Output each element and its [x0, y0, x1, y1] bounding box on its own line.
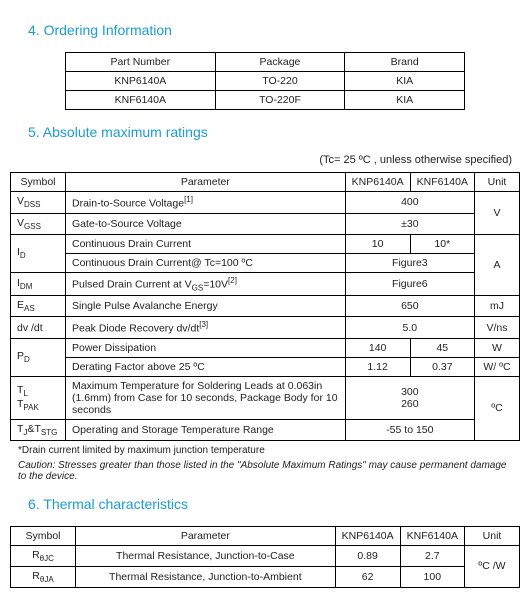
unit-cell: V/ns	[475, 317, 520, 339]
symbol-cell: TL TPAK	[11, 376, 66, 419]
table-row: VDSS Drain-to-Source Voltage[1] 400 V	[11, 192, 520, 214]
value-cell: 1.12	[345, 357, 410, 376]
unit-cell: V	[475, 192, 520, 235]
param-cell: Peak Diode Recovery dv/dt[3]	[66, 317, 346, 339]
param-cell: Operating and Storage Temperature Range	[66, 419, 346, 440]
table-header-row: Symbol Parameter KNP6140A KNF6140A Unit	[11, 526, 520, 545]
table-row: RθJA Thermal Resistance, Junction-to-Amb…	[11, 566, 520, 587]
table-row: TJ&TSTG Operating and Storage Temperatur…	[11, 419, 520, 440]
symbol-cell: TJ&TSTG	[11, 419, 66, 440]
col-unit: Unit	[475, 173, 520, 192]
value-cell: 400	[345, 192, 474, 214]
param-cell: Pulsed Drain Current at VGS=10V[2]	[66, 272, 346, 296]
value-cell: 0.37	[410, 357, 474, 376]
absmax-title: 5. Absolute maximum ratings	[28, 124, 522, 140]
cell: KIA	[345, 91, 465, 110]
thermal-title: 6. Thermal characteristics	[28, 496, 522, 512]
value-cell: Figure3	[345, 253, 474, 272]
unit-cell: A	[475, 234, 520, 296]
param-cell: Derating Factor above 25 ºC	[66, 357, 346, 376]
param-cell: Thermal Resistance, Junction-to-Ambient	[76, 566, 336, 587]
table-row: PD Power Dissipation 140 45 W	[11, 338, 520, 357]
param-cell: Continuous Drain Current@ Tc=100 ºC	[66, 253, 346, 272]
col-knf: KNF6140A	[410, 173, 474, 192]
col-parameter: Parameter	[66, 173, 346, 192]
col-knp: KNP6140A	[345, 173, 410, 192]
cell: TO-220F	[215, 91, 345, 110]
unit-cell: ºC	[475, 376, 520, 440]
symbol-cell: PD	[11, 338, 66, 376]
symbol-cell: RθJA	[11, 566, 76, 587]
table-row: ID Continuous Drain Current 10 10* A	[11, 234, 520, 253]
symbol-cell: ID	[11, 234, 66, 272]
value-cell: 300 260	[345, 376, 474, 419]
table-row: Continuous Drain Current@ Tc=100 ºC Figu…	[11, 253, 520, 272]
col-parameter: Parameter	[76, 526, 336, 545]
param-cell: Single Pulse Avalanche Energy	[66, 296, 346, 317]
symbol-cell: dv /dt	[11, 317, 66, 339]
unit-cell: ºC /W	[465, 545, 520, 587]
symbol-cell: VGSS	[11, 213, 66, 234]
footnote-drain: *Drain current limited by maximum juncti…	[18, 445, 512, 456]
cell: KNP6140A	[66, 72, 216, 91]
value-cell: 2.7	[400, 545, 464, 566]
symbol-cell: RθJC	[11, 545, 76, 566]
ordering-title: 4. Ordering Information	[28, 22, 522, 38]
col-unit: Unit	[465, 526, 520, 545]
col-symbol: Symbol	[11, 526, 76, 545]
value-cell: 10	[345, 234, 410, 253]
table-row: EAS Single Pulse Avalanche Energy 650 mJ	[11, 296, 520, 317]
table-row: IDM Pulsed Drain Current at VGS=10V[2] F…	[11, 272, 520, 296]
col-knp: KNP6140A	[335, 526, 400, 545]
param-cell: Drain-to-Source Voltage[1]	[66, 192, 346, 214]
value-cell: 650	[345, 296, 474, 317]
unit-cell: W	[475, 338, 520, 357]
col-brand: Brand	[345, 53, 465, 72]
col-knf: KNF6140A	[400, 526, 464, 545]
col-symbol: Symbol	[11, 173, 66, 192]
value-cell: 10*	[410, 234, 474, 253]
unit-cell: W/ ºC	[475, 357, 520, 376]
param-cell: Maximum Temperature for Soldering Leads …	[66, 376, 346, 419]
table-row: TL TPAK Maximum Temperature for Solderin…	[11, 376, 520, 419]
ordering-table: Part Number Package Brand KNP6140A TO-22…	[65, 52, 465, 110]
table-row: KNP6140A TO-220 KIA	[66, 72, 465, 91]
param-cell: Gate-to-Source Voltage	[66, 213, 346, 234]
absmax-table: Symbol Parameter KNP6140A KNF6140A Unit …	[10, 172, 520, 441]
table-row: dv /dt Peak Diode Recovery dv/dt[3] 5.0 …	[11, 317, 520, 339]
cell: KNF6140A	[66, 91, 216, 110]
col-part-number: Part Number	[66, 53, 216, 72]
table-row: Derating Factor above 25 ºC 1.12 0.37 W/…	[11, 357, 520, 376]
param-cell: Continuous Drain Current	[66, 234, 346, 253]
value-cell: 100	[400, 566, 464, 587]
footnote-caution: Caution: Stresses greater than those lis…	[18, 460, 512, 482]
value-cell: 45	[410, 338, 474, 357]
table-row: VGSS Gate-to-Source Voltage ±30	[11, 213, 520, 234]
cell: KIA	[345, 72, 465, 91]
thermal-table: Symbol Parameter KNP6140A KNF6140A Unit …	[10, 526, 520, 588]
table-header-row: Symbol Parameter KNP6140A KNF6140A Unit	[11, 173, 520, 192]
value-cell: 5.0	[345, 317, 474, 339]
symbol-cell: VDSS	[11, 192, 66, 214]
value-cell: 0.89	[335, 545, 400, 566]
param-cell: Power Dissipation	[66, 338, 346, 357]
cell: TO-220	[215, 72, 345, 91]
value-cell: -55 to 150	[345, 419, 474, 440]
col-package: Package	[215, 53, 345, 72]
table-row: RθJC Thermal Resistance, Junction-to-Cas…	[11, 545, 520, 566]
param-cell: Thermal Resistance, Junction-to-Case	[76, 545, 336, 566]
value-cell: 140	[345, 338, 410, 357]
value-cell: Figure6	[345, 272, 474, 296]
value-cell: 62	[335, 566, 400, 587]
unit-cell: mJ	[475, 296, 520, 317]
absmax-condition: (Tc= 25 ºC , unless otherwise specified)	[8, 154, 512, 166]
table-row: KNF6140A TO-220F KIA	[66, 91, 465, 110]
value-cell: ±30	[345, 213, 474, 234]
symbol-cell: EAS	[11, 296, 66, 317]
table-header-row: Part Number Package Brand	[66, 53, 465, 72]
symbol-cell: IDM	[11, 272, 66, 296]
